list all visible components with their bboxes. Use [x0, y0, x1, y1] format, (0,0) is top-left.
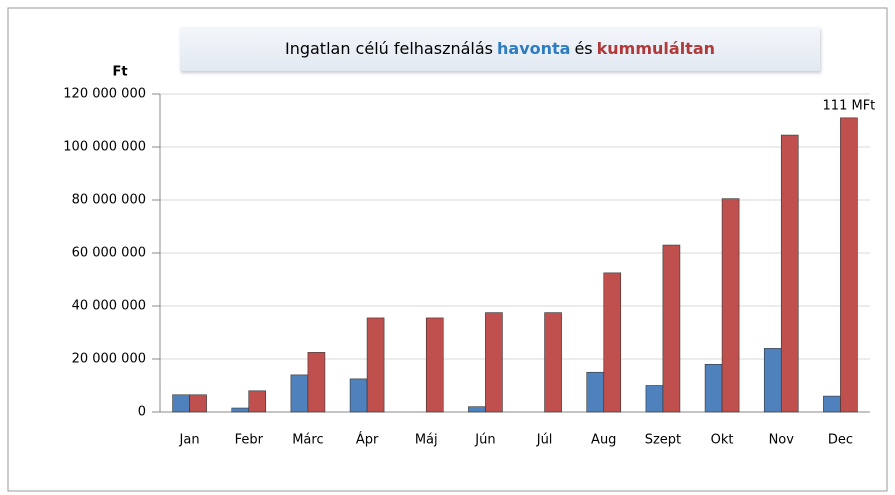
x-tick-label: Jún: [474, 433, 495, 448]
x-tick-label: Aug: [591, 433, 616, 448]
bar: [189, 394, 207, 413]
bar: [586, 371, 605, 413]
bar: [366, 317, 385, 413]
x-tick-label: Okt: [711, 433, 734, 448]
x-tick-label: Dec: [828, 433, 853, 448]
chart-border: [7, 7, 888, 492]
x-tick-label: Márc: [292, 433, 323, 448]
y-tick-label: 40 000 000: [72, 299, 146, 314]
bar: [823, 395, 841, 413]
title-series: havonta: [497, 39, 571, 58]
bar: [248, 390, 267, 413]
bar: [704, 363, 723, 413]
bar: [662, 244, 681, 413]
bar: [349, 378, 368, 413]
bar: [290, 374, 309, 413]
y-tick-label: 0: [138, 405, 146, 420]
y-axis-label: Ft: [112, 65, 127, 80]
bar: [603, 272, 622, 413]
bar: [468, 406, 486, 413]
x-tick-label: Febr: [235, 433, 264, 448]
bar: [721, 198, 740, 413]
title-text: Ingatlan célú felhasználás: [284, 39, 493, 58]
x-tick-label: Júl: [536, 433, 553, 448]
x-tick-label: Máj: [415, 433, 438, 448]
bar: [485, 312, 503, 413]
title-series: kummuláltan: [596, 39, 716, 58]
x-tick-label: Szept: [645, 433, 681, 448]
y-tick-label: 60 000 000: [72, 246, 146, 261]
bar: [645, 385, 664, 413]
bar: [780, 134, 799, 413]
bar: [307, 352, 326, 413]
y-tick-label: 20 000 000: [72, 352, 146, 367]
bar: [544, 312, 562, 413]
y-tick-label: 120 000 000: [63, 87, 146, 102]
title-text: és: [574, 39, 593, 58]
chart-title: Ingatlan célú felhasználás havonta és kummu…: [180, 27, 820, 71]
y-tick-label: 80 000 000: [72, 193, 146, 208]
x-tick-label: Ápr: [356, 432, 379, 448]
bar: [425, 317, 444, 413]
bar: [231, 407, 250, 413]
bar: [763, 348, 782, 413]
bar: [172, 394, 190, 413]
x-tick-label: Jan: [179, 433, 200, 448]
annotation: 111 MFt: [823, 98, 876, 113]
y-tick-label: 100 000 000: [63, 140, 146, 155]
bar: [840, 117, 858, 413]
x-tick-label: Nov: [769, 433, 795, 448]
